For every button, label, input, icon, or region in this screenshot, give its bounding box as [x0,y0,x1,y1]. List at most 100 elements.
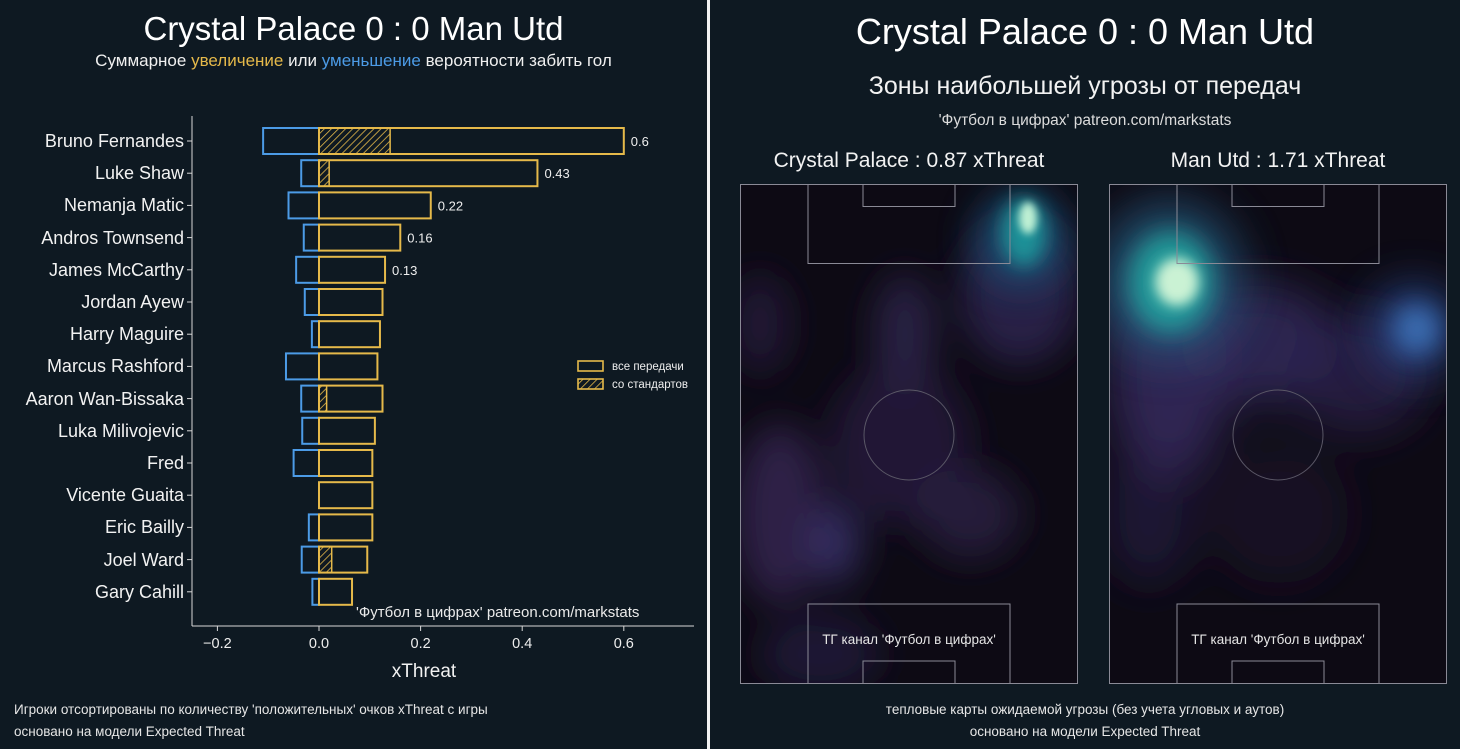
heatmap-label-man-utd: Man Utd : 1.71 xThreat [1170,149,1386,172]
chart-title: Crystal Palace 0 : 0 Man Utd [143,10,564,47]
legend-label-all: все передачи [612,361,684,373]
subtitle-text-3: вероятности забить гол [420,51,612,70]
bar-group [187,481,374,510]
bar-positive [318,352,379,381]
bar-group [187,416,376,445]
xthreat-bar-chart: 0.6 0.43 0.22 0.16 0.13 −0.2 0.0 0.2 0.4 0.6 xTh… [187,116,694,682]
x-tick-label: 0.6 [614,636,634,652]
player-name-label: Marcus Rashford [46,356,184,377]
left-panel: Crystal Palace 0 : 0 Man Utd Суммарное у… [0,0,707,749]
bar-positive [318,384,384,413]
pitch-markings [740,184,1078,684]
bar-negative [300,159,321,188]
bar-positive [318,481,374,510]
player-name-label: James McCarthy [48,259,184,280]
subtitle-increase: увеличение [191,51,284,70]
player-name-label: Luke Shaw [94,163,184,184]
player-name-label: Harry Maguire [69,324,184,345]
chart-subtitle: Суммарное увеличение или уменьшение веро… [0,51,707,71]
heatmap-label-crystal-palace: Crystal Palace : 0.87 xThreat [773,149,1045,172]
bar-set-pieces [318,545,333,574]
player-name-label: Gary Cahill [94,581,184,602]
bar-group: 0.22 [187,191,463,220]
footnote-sort: Игроки отсортированы по количеству 'поло… [14,702,488,717]
player-name-label: Eric Bailly [104,517,184,538]
chart-credit: 'Футбол в цифрах' patreon.com/markstats [356,604,639,621]
heatmap-footnote-1: тепловые карты ожидаемой угрозы (без уче… [885,702,1285,717]
bar-negative [302,223,321,252]
bar-group [187,513,374,542]
subtitle-text-2: или [283,51,322,70]
bar-value-label: 0.22 [438,198,463,213]
bar-positive [318,577,354,606]
bar-positive [318,255,387,284]
player-name-label: Vicente Guaita [66,485,184,506]
bar-positive [318,416,376,445]
bar-value-label: 0.16 [407,231,432,246]
bar-negative [287,191,320,220]
bar-set-pieces [318,384,328,413]
heatmap-pitch-man-utd: ТГ канал 'Футбол в цифрах' [1109,184,1447,684]
pitch-markings [1109,184,1447,684]
x-axis-label: xThreat [392,661,457,682]
bar-group [187,384,384,413]
subtitle-decrease: уменьшение [321,51,421,70]
bar-positive [318,288,384,316]
right-panel: Crystal Palace 0 : 0 Man Utd Зоны наибол… [710,0,1460,749]
bar-negative [307,513,320,542]
bar-value-label: 0.13 [392,263,417,278]
heatmap-subtitle: Зоны наибольшей угрозы от передач [868,72,1302,100]
bar-group: 0.43 [187,159,570,188]
bar-value-label: 0.43 [544,166,569,181]
player-name-label: Joel Ward [103,549,184,570]
x-tick-label: −0.2 [203,636,232,652]
footnote-model: основано на модели Expected Threat [14,724,245,739]
bar-group [187,352,379,381]
x-tick-label: 0.0 [309,636,329,652]
heatmap-title: Crystal Palace 0 : 0 Man Utd [855,11,1315,52]
bar-negative [262,127,320,155]
heat-background-blobs [740,224,1078,684]
legend-label-setpieces: со стандартов [612,379,688,391]
player-name-label: Bruno Fernandes [44,131,184,151]
bar-group: 0.13 [187,255,417,284]
bar-group [187,320,381,349]
bar-group [187,577,354,606]
bar-negative [303,288,321,316]
player-name-label: Jordan Ayew [81,292,184,312]
heatmap-credit: 'Футбол в цифрах' patreon.com/markstats [938,112,1232,129]
bar-negative [301,416,320,445]
chart-legend: все передачи со стандартов [577,360,688,391]
bar-negative [310,320,321,349]
bar-positive [318,513,374,542]
heat-hotspot-man-utd-right [1369,284,1447,374]
bar-negative [300,384,321,413]
panel-divider [707,0,710,749]
player-name-label: Aaron Wan-Bissaka [25,388,184,409]
player-name-label: Fred [146,453,184,473]
bar-positive [318,320,381,349]
bar-negative [292,449,321,477]
bar-group [187,288,384,316]
bar-group: 0.6 [187,127,649,155]
bar-positive [318,127,625,155]
bar-positive [318,191,432,220]
legend-swatch-all [577,360,604,372]
heatmap-footnote-2: основано на модели Expected Threat [969,724,1201,739]
heatmap-pitch-crystal-palace: ТГ канал 'Футбол в цифрах' [740,184,1078,684]
x-tick-label: 0.4 [512,636,532,652]
bar-negative [295,255,321,284]
player-name-label: Nemanja Matic [63,195,184,216]
bar-positive [318,545,369,574]
bar-set-pieces [318,127,391,155]
bar-set-pieces [318,159,330,187]
heatmap-channel-label-man-utd: ТГ канал 'Футбол в цифрах' [1191,632,1365,647]
bar-negative [300,545,320,574]
bar-value-label: 0.6 [631,134,649,149]
bar-group [187,449,374,477]
player-name-label: Andros Townsend [41,227,184,248]
bar-positive [318,159,539,188]
heat-hotspot-man-utd-left [1109,199,1244,359]
heatmap-channel-label-crystal-palace: ТГ канал 'Футбол в цифрах' [822,632,996,647]
player-name-label: Luka Milivojevic [57,420,184,441]
